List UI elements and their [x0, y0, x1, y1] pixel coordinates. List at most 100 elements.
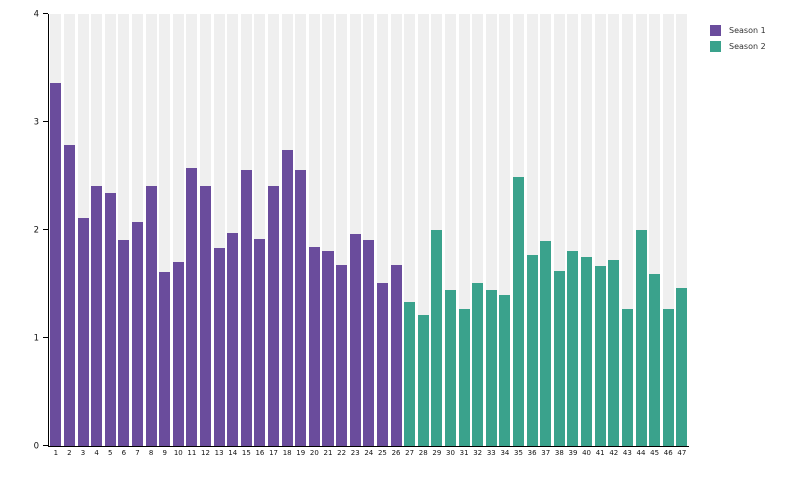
- bars-group: 1 2 3 4 5 6 7 8 9 10 11 12 13 14 15 16 17 18 19 20 21 22 23 24 2…: [49, 14, 689, 457]
- bar-season-1-ep11: [186, 168, 198, 446]
- legend: Season 1 Season 2: [710, 25, 766, 57]
- bar-slot-42: 42: [608, 14, 620, 457]
- y-tick-label: 2: [33, 224, 39, 235]
- bar-season-1-ep9: [159, 272, 171, 446]
- bar-season-1-ep15: [240, 169, 252, 446]
- bar-season-2-ep46: [662, 308, 674, 446]
- x-tick-label: 18: [282, 449, 292, 457]
- bar-slot-33: 33: [485, 14, 497, 457]
- bar-season-1-ep7: [131, 222, 143, 446]
- bar-slot-13: 13: [213, 14, 225, 457]
- bar-season-1-ep3: [77, 218, 89, 446]
- bar-slot-9: 9: [159, 14, 171, 457]
- x-tick-label: 8: [148, 449, 154, 457]
- bar-season-2-ep37: [540, 240, 552, 446]
- bar-season-2-ep40: [581, 257, 593, 446]
- x-tick-label: 21: [323, 449, 333, 457]
- x-tick-label: 16: [255, 449, 265, 457]
- bar-slot-41: 41: [594, 14, 606, 457]
- bar-slot-16: 16: [254, 14, 266, 457]
- bar-season-2-ep27: [404, 302, 416, 446]
- bar-slot-24: 24: [363, 14, 375, 457]
- x-tick-label: 4: [94, 449, 99, 457]
- bar-slot-17: 17: [268, 14, 280, 457]
- y-tick-mark: [43, 229, 48, 230]
- x-tick-label: 20: [309, 449, 319, 457]
- x-tick-label: 23: [350, 449, 360, 457]
- x-tick-label: 1: [53, 449, 59, 457]
- bar-slot-25: 25: [376, 14, 388, 457]
- legend-item-season-1: Season 1: [710, 25, 766, 36]
- bar-season-1-ep12: [200, 185, 212, 446]
- x-tick-label: 44: [636, 449, 646, 457]
- legend-label: Season 2: [729, 42, 766, 51]
- bar-season-2-ep31: [458, 308, 470, 446]
- y-tick-label: 3: [33, 116, 39, 127]
- x-tick-label: 26: [391, 449, 401, 457]
- bar-season-2-ep34: [499, 294, 511, 446]
- bar-slot-4: 4: [91, 14, 103, 457]
- bar-season-1-ep22: [336, 264, 348, 446]
- x-tick-label: 22: [337, 449, 347, 457]
- bar-season-1-ep20: [308, 247, 320, 446]
- bar-slot-6: 6: [118, 14, 130, 457]
- y-tick-mark: [43, 337, 48, 338]
- x-tick-label: 2: [67, 449, 72, 457]
- bar-slot-11: 11: [186, 14, 198, 457]
- bar-season-1-ep24: [363, 239, 375, 446]
- bar-slot-22: 22: [336, 14, 348, 457]
- bar-season-2-ep35: [513, 177, 525, 446]
- x-tick-label: 9: [162, 449, 167, 457]
- bar-slot-29: 29: [431, 14, 443, 457]
- legend-swatch: [710, 41, 721, 52]
- x-tick-label: 37: [541, 449, 551, 457]
- x-tick-label: 7: [135, 449, 140, 457]
- bar-slot-31: 31: [458, 14, 470, 457]
- plot-area: 1 2 3 4 5 6 7 8 9 10 11 12 13 14 15 16 17 18 19 20 21 22 23 24 2…: [34, 10, 689, 457]
- bar-slot-10: 10: [172, 14, 184, 457]
- legend-swatch: [710, 25, 721, 36]
- x-tick-label: 13: [214, 449, 224, 457]
- bar-slot-1: 1: [50, 14, 62, 457]
- legend-label: Season 1: [729, 26, 766, 35]
- bar-slot-14: 14: [227, 14, 239, 457]
- bar-season-1-ep4: [91, 185, 103, 446]
- bar-slot-38: 38: [553, 14, 565, 457]
- y-tick-label: 1: [33, 332, 39, 343]
- bar-season-2-ep41: [594, 265, 606, 446]
- bar-season-1-ep14: [227, 233, 239, 446]
- x-tick-label: 30: [446, 449, 455, 457]
- x-tick-label: 31: [459, 449, 469, 457]
- y-tick-mark: [43, 445, 48, 446]
- x-tick-label: 15: [241, 449, 251, 457]
- x-tick-label: 28: [418, 449, 428, 457]
- bar-slot-46: 46: [662, 14, 674, 457]
- bar-slot-5: 5: [104, 14, 116, 457]
- bar-slot-15: 15: [240, 14, 252, 457]
- bar-season-2-ep32: [472, 282, 484, 446]
- bar-slot-32: 32: [472, 14, 484, 457]
- bar-slot-8: 8: [145, 14, 157, 457]
- bar-season-2-ep47: [676, 288, 688, 446]
- bar-season-1-ep19: [295, 169, 307, 446]
- legend-item-season-2: Season 2: [710, 41, 766, 52]
- bar-season-1-ep1: [50, 83, 62, 446]
- y-tick-mark: [43, 13, 48, 14]
- bar-season-1-ep23: [349, 234, 361, 446]
- x-tick-label: 32: [473, 449, 483, 457]
- bar-season-1-ep2: [63, 144, 75, 446]
- x-tick-label: 39: [568, 449, 578, 457]
- bar-slot-2: 2: [63, 14, 75, 457]
- bar-season-2-ep28: [417, 315, 429, 446]
- bar-slot-30: 30: [444, 14, 456, 457]
- x-tick-label: 14: [228, 449, 238, 457]
- bar-slot-47: 47: [676, 14, 688, 457]
- bar-season-1-ep26: [390, 264, 402, 446]
- bar-slot-21: 21: [322, 14, 334, 457]
- x-tick-label: 6: [121, 449, 127, 457]
- x-tick-label: 41: [595, 449, 605, 457]
- bar-season-2-ep29: [431, 230, 443, 446]
- bar-season-2-ep42: [608, 260, 620, 446]
- bar-season-1-ep17: [268, 185, 280, 446]
